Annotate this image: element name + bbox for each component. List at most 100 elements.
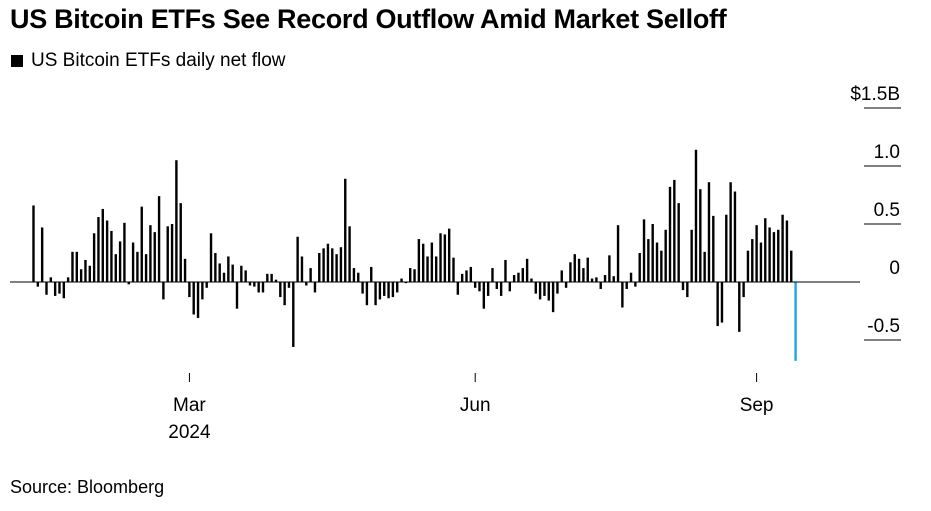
- bar: [573, 254, 576, 282]
- bar: [746, 250, 750, 282]
- bar: [699, 189, 702, 282]
- bar: [370, 266, 373, 282]
- bar: [118, 241, 122, 282]
- bar: [352, 268, 356, 282]
- bar: [512, 275, 516, 282]
- x-axis-ticks: Mar 2024 Jun Sep: [168, 373, 774, 443]
- bar: [534, 282, 537, 294]
- bar: [305, 282, 308, 286]
- bar: [543, 282, 546, 296]
- bar: [755, 225, 758, 282]
- source-note: Source: Bloomberg: [10, 477, 165, 497]
- bar: [105, 220, 109, 282]
- bar: [781, 214, 784, 282]
- bar: [292, 282, 295, 347]
- bar: [97, 217, 100, 282]
- bar: [772, 232, 776, 282]
- bar: [551, 282, 555, 313]
- x-tick-label: Mar: [173, 395, 206, 416]
- bar: [504, 259, 507, 282]
- bar: [101, 208, 104, 282]
- bar: [404, 282, 408, 284]
- x-tick-sublabel: 2024: [168, 422, 211, 443]
- bar: [218, 263, 221, 282]
- bar: [383, 282, 386, 296]
- bar: [274, 279, 278, 282]
- bar: [634, 282, 637, 287]
- bar: [279, 282, 282, 298]
- bar: [690, 229, 693, 282]
- bar: [192, 282, 195, 315]
- bar: [92, 233, 96, 282]
- bar: [244, 270, 247, 282]
- bar-chart: $1.5B 1.0 0.5 0 -0.5 Mar 2024 Jun Sep: [10, 84, 901, 443]
- bar: [525, 258, 529, 282]
- bar: [231, 264, 234, 282]
- bar: [339, 247, 343, 282]
- bar: [209, 233, 213, 282]
- bar: [261, 282, 265, 293]
- bar: [469, 266, 473, 282]
- bar: [283, 282, 286, 306]
- bar: [413, 269, 416, 282]
- bar: [422, 243, 425, 282]
- bar: [409, 268, 412, 282]
- y-tick-label: $1.5B: [850, 84, 900, 105]
- bar: [266, 273, 269, 282]
- bar: [482, 282, 486, 309]
- bar: [642, 219, 646, 282]
- bar: [751, 239, 754, 282]
- bar: [651, 224, 654, 282]
- bar: [378, 282, 382, 300]
- bar: [248, 282, 252, 286]
- bar: [508, 282, 511, 292]
- bar: [127, 282, 130, 285]
- bar: [348, 226, 351, 282]
- bar: [673, 179, 676, 282]
- bar: [616, 225, 620, 282]
- bar: [655, 242, 659, 282]
- bar: [703, 251, 706, 282]
- x-tick-label: Jun: [460, 395, 491, 416]
- bar: [153, 232, 156, 282]
- bar: [144, 254, 148, 282]
- bar: [686, 282, 689, 298]
- bar: [716, 282, 719, 327]
- bar: [183, 258, 187, 282]
- bar: [738, 282, 741, 332]
- bar: [729, 182, 732, 282]
- bar: [577, 258, 581, 282]
- bar: [647, 239, 650, 282]
- bar: [460, 273, 464, 282]
- bar: [240, 265, 243, 282]
- bar: [712, 215, 715, 282]
- bar: [235, 282, 239, 309]
- bar: [491, 268, 494, 282]
- bar: [586, 257, 589, 282]
- bar: [599, 282, 602, 289]
- bar: [564, 282, 568, 288]
- bar: [201, 282, 204, 300]
- bar: [400, 278, 403, 282]
- bar: [595, 277, 598, 282]
- bar: [188, 282, 191, 298]
- bar: [62, 282, 66, 299]
- bar: [582, 268, 585, 282]
- bar: [140, 206, 143, 282]
- bar: [257, 282, 260, 293]
- bar: [45, 282, 48, 295]
- bar: [629, 272, 633, 282]
- bar: [612, 276, 615, 282]
- bar: [447, 228, 451, 282]
- bar: [387, 282, 390, 299]
- bar: [40, 227, 44, 282]
- bar-latest-outflow: [794, 282, 797, 361]
- bar: [49, 277, 53, 282]
- bar: [417, 239, 421, 282]
- bar: [465, 270, 468, 282]
- bar: [335, 254, 338, 282]
- bar: [430, 242, 434, 282]
- bar: [560, 270, 563, 282]
- y-tick-label: 0.5: [874, 200, 900, 221]
- bar: [768, 227, 771, 282]
